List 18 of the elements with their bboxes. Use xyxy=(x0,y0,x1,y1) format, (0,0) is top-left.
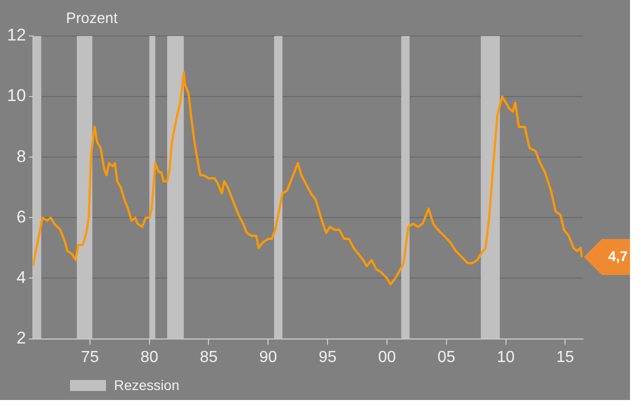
y-tick-label: 4 xyxy=(16,268,26,287)
legend-label: Rezession xyxy=(114,377,180,393)
y-tick-label: 10 xyxy=(6,86,26,106)
x-tick-label: 90 xyxy=(259,348,278,366)
annotation: 4,7 xyxy=(608,248,628,264)
x-tick-label: 95 xyxy=(318,348,337,366)
x-tick-label: 80 xyxy=(140,348,158,366)
x-tick-label: 05 xyxy=(437,348,456,366)
y-tick-label: 2 xyxy=(16,328,26,348)
x-tick-label: 10 xyxy=(496,348,515,366)
x-tick-label: 75 xyxy=(81,348,99,366)
y-tick-label: 8 xyxy=(16,146,26,166)
x-tick-label: 00 xyxy=(378,348,396,366)
y-tick-label: 6 xyxy=(16,207,26,226)
x-tick-label: 15 xyxy=(556,348,574,366)
y-tick-label: 12 xyxy=(6,26,26,45)
y-axis-title: Prozent xyxy=(66,10,118,27)
x-tick-label: 85 xyxy=(200,348,218,366)
